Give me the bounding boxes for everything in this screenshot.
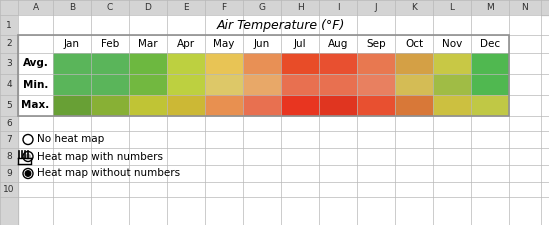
Bar xyxy=(395,95,433,116)
Bar xyxy=(281,53,319,74)
Bar xyxy=(205,74,243,95)
Bar xyxy=(167,15,205,35)
Text: 1: 1 xyxy=(6,20,12,29)
Bar xyxy=(433,15,471,35)
Text: J: J xyxy=(374,3,377,12)
Text: B: B xyxy=(69,3,75,12)
Bar xyxy=(281,15,319,35)
Text: Min.: Min. xyxy=(23,79,48,90)
Bar xyxy=(243,74,281,95)
Text: L: L xyxy=(450,3,455,12)
Text: Jun: Jun xyxy=(254,39,270,49)
Bar xyxy=(319,74,357,95)
Bar xyxy=(357,95,395,116)
Bar xyxy=(471,95,509,116)
Circle shape xyxy=(25,171,31,176)
Bar xyxy=(357,15,395,35)
Circle shape xyxy=(26,154,30,159)
Bar xyxy=(281,95,319,116)
Text: H: H xyxy=(296,3,304,12)
Text: 5: 5 xyxy=(6,101,12,110)
Text: Nov: Nov xyxy=(442,39,462,49)
Text: Apr: Apr xyxy=(177,39,195,49)
Bar xyxy=(471,74,509,95)
Text: Dec: Dec xyxy=(480,39,500,49)
Text: Jul: Jul xyxy=(294,39,306,49)
Bar xyxy=(53,74,91,95)
Text: Max.: Max. xyxy=(21,101,49,110)
Text: E: E xyxy=(183,3,189,12)
Bar xyxy=(129,74,167,95)
Bar xyxy=(395,15,433,35)
Text: Oct: Oct xyxy=(405,39,423,49)
Bar xyxy=(433,95,471,116)
Text: G: G xyxy=(259,3,266,12)
Bar xyxy=(53,53,91,74)
Bar xyxy=(205,15,243,35)
Text: D: D xyxy=(144,3,152,12)
Text: Air Temperature (°F): Air Temperature (°F) xyxy=(217,18,345,32)
Bar xyxy=(91,53,129,74)
Text: Feb: Feb xyxy=(101,39,119,49)
Bar xyxy=(319,15,357,35)
Bar xyxy=(167,74,205,95)
Bar xyxy=(319,95,357,116)
Text: Heat map with numbers: Heat map with numbers xyxy=(37,151,163,162)
Bar xyxy=(91,74,129,95)
Text: N: N xyxy=(522,3,528,12)
Bar xyxy=(91,15,129,35)
Text: Heat map without numbers: Heat map without numbers xyxy=(37,169,180,178)
Text: 4: 4 xyxy=(6,80,12,89)
Text: 10: 10 xyxy=(3,185,15,194)
Text: I: I xyxy=(337,3,339,12)
Text: 7: 7 xyxy=(6,135,12,144)
Text: 2: 2 xyxy=(6,40,12,49)
Text: May: May xyxy=(214,39,234,49)
Text: Aug: Aug xyxy=(328,39,348,49)
Bar xyxy=(167,95,205,116)
Bar xyxy=(433,53,471,74)
Text: F: F xyxy=(221,3,227,12)
Bar xyxy=(281,74,319,95)
Text: No heat map: No heat map xyxy=(37,135,104,144)
Bar xyxy=(129,15,167,35)
Text: 3: 3 xyxy=(6,59,12,68)
Bar xyxy=(0,0,18,225)
Bar xyxy=(395,53,433,74)
Bar xyxy=(357,53,395,74)
Text: Sep: Sep xyxy=(366,39,386,49)
Bar xyxy=(0,0,549,15)
Bar xyxy=(18,15,53,35)
Bar xyxy=(509,15,541,35)
Text: 9: 9 xyxy=(6,169,12,178)
Bar xyxy=(319,53,357,74)
Text: Avg.: Avg. xyxy=(23,58,48,68)
Bar xyxy=(205,95,243,116)
Text: A: A xyxy=(32,3,38,12)
Bar xyxy=(433,74,471,95)
Text: 8: 8 xyxy=(6,152,12,161)
Bar xyxy=(357,74,395,95)
Bar xyxy=(205,53,243,74)
Text: 6: 6 xyxy=(6,119,12,128)
Text: K: K xyxy=(411,3,417,12)
Bar xyxy=(53,95,91,116)
Bar xyxy=(129,53,167,74)
Bar xyxy=(471,15,509,35)
Text: Jan: Jan xyxy=(64,39,80,49)
Text: C: C xyxy=(107,3,113,12)
Bar xyxy=(129,95,167,116)
Bar xyxy=(243,95,281,116)
Text: M: M xyxy=(486,3,494,12)
Bar xyxy=(395,74,433,95)
Text: Mar: Mar xyxy=(138,39,158,49)
Bar xyxy=(243,15,281,35)
Bar xyxy=(167,53,205,74)
Bar xyxy=(91,95,129,116)
Bar xyxy=(243,53,281,74)
Bar xyxy=(471,53,509,74)
Bar xyxy=(53,15,91,35)
Bar xyxy=(18,35,509,116)
